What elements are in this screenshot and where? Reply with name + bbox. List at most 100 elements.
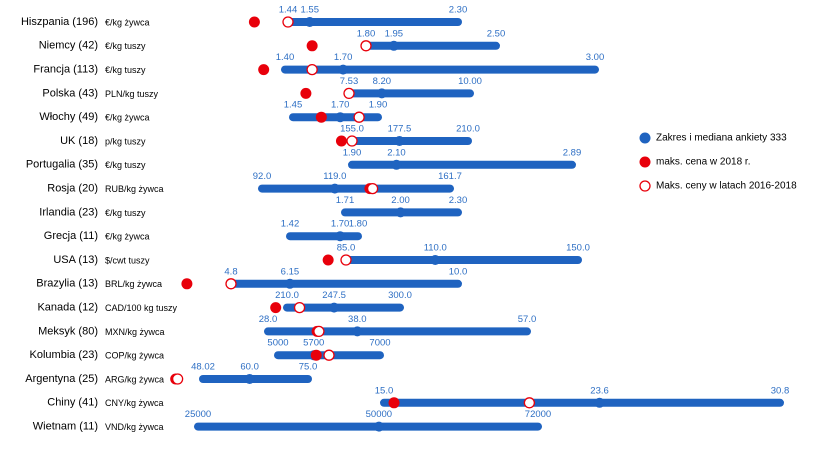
value-label: 23.6 (590, 385, 609, 396)
max-2016-2018 (323, 349, 335, 361)
value-label: 92.0 (253, 171, 272, 182)
category-label: Hiszpania (196) (21, 16, 98, 28)
median-dot (373, 421, 384, 432)
max-2016-2018 (340, 254, 352, 266)
legend-marker (639, 156, 651, 168)
median-dot (335, 112, 346, 123)
price-2018 (322, 254, 334, 266)
value-label: 300.0 (388, 290, 412, 301)
value-label: 8.20 (373, 76, 392, 87)
value-label: 1.44 (279, 5, 298, 16)
value-label: 2.50 (487, 28, 506, 39)
value-label: 25000 (185, 409, 211, 420)
value-label: 1.90 (343, 147, 362, 158)
value-label: 1.40 (276, 52, 295, 63)
max-2016-2018 (343, 87, 355, 100)
category-label: Francja (113) (33, 64, 98, 76)
median-dot (304, 17, 315, 27)
median-dot (244, 374, 255, 384)
unit-label: ARG/kg żywca (105, 374, 164, 384)
max-2016-2018 (282, 16, 294, 28)
value-label: 210.0 (275, 290, 299, 301)
value-label: 2.10 (387, 147, 406, 158)
value-label: 150.0 (566, 243, 590, 254)
unit-label: €/kg tuszy (105, 65, 146, 75)
category-label: Wietnam (11) (33, 421, 98, 433)
value-label: 60.0 (240, 362, 259, 373)
unit-label: CAD/100 kg tuszy (105, 303, 178, 313)
max-2016-2018 (360, 40, 372, 52)
median-dot (430, 255, 441, 265)
value-label: 1.70 (334, 52, 353, 63)
unit-label: €/kg żywca (105, 113, 150, 123)
legend-marker (639, 180, 651, 192)
unit-label: p/kg tuszy (105, 136, 146, 146)
category-label: Portugalia (35) (26, 159, 98, 171)
value-label: 75.0 (299, 362, 318, 373)
value-label: 110.0 (424, 243, 447, 254)
category-label: Kanada (12) (37, 302, 98, 314)
unit-label: €/kg tuszy (105, 160, 146, 170)
value-label: 1.42 (281, 219, 300, 230)
max-2016-2018 (346, 135, 358, 147)
price-2018 (248, 16, 260, 28)
category-label: Rosja (20) (47, 183, 98, 195)
max-2016-2018 (366, 182, 379, 195)
unit-label: MXN/kg żywca (105, 327, 165, 337)
value-label: 6.15 (281, 266, 300, 277)
max-2016-2018 (313, 325, 325, 338)
max-2016-2018 (293, 301, 306, 314)
value-label: 1.55 (300, 5, 319, 16)
unit-label: VND/kg żywca (105, 422, 164, 432)
value-label: 119.0 (323, 171, 346, 182)
value-label: 4.8 (224, 266, 237, 277)
value-label: 2.30 (449, 195, 468, 206)
unit-label: €/kg tuszy (105, 41, 146, 51)
category-label: USA (13) (53, 254, 98, 266)
category-label: Argentyna (25) (25, 373, 98, 385)
category-label: Niemcy (42) (39, 40, 98, 52)
median-dot (391, 159, 402, 170)
value-label: 161.7 (438, 171, 462, 182)
price-2018 (258, 64, 270, 76)
category-label: Włochy (49) (39, 111, 98, 123)
value-label: 2.00 (391, 195, 410, 206)
price-2018 (335, 135, 347, 147)
value-label: 1.70 (331, 219, 350, 230)
price-2018 (270, 302, 282, 314)
value-label: 1.70 (331, 100, 350, 111)
value-label: 7000 (369, 338, 390, 349)
value-label: 1.95 (385, 28, 404, 39)
median-dot (394, 136, 405, 146)
value-label: 210.0 (456, 124, 480, 135)
max-2016-2018 (225, 278, 237, 290)
max-2016-2018 (306, 63, 318, 76)
median-dot (329, 183, 340, 194)
value-label: 1.80 (357, 28, 376, 39)
median-dot (335, 231, 346, 242)
unit-label: $/cwt tuszy (105, 255, 150, 265)
value-label: 10.0 (449, 266, 468, 277)
value-label: 85.0 (337, 243, 356, 254)
legend-marker (639, 132, 651, 144)
legend-label: maks. cena w 2018 r. (656, 157, 751, 168)
price-2018 (300, 87, 312, 99)
category-label: Chiny (41) (47, 397, 98, 409)
category-label: Brazylia (13) (36, 278, 98, 290)
category-label: Grecja (11) (44, 230, 98, 242)
value-label: 1.71 (336, 195, 355, 206)
median-dot (338, 64, 349, 75)
value-label: 3.00 (586, 52, 605, 63)
unit-label: RUB/kg żywca (105, 184, 164, 194)
median-dot (395, 207, 406, 218)
median-dot (376, 88, 387, 99)
price-2018 (306, 40, 318, 52)
value-label: 28.0 (259, 314, 278, 325)
value-label: 1.90 (369, 100, 388, 111)
median-dot (284, 278, 295, 289)
value-label: 1.45 (284, 100, 303, 111)
category-label: Irlandia (23) (39, 206, 98, 218)
legend-label: Maks. ceny w latach 2016-2018 (656, 181, 797, 192)
category-label: Meksyk (80) (38, 325, 98, 337)
